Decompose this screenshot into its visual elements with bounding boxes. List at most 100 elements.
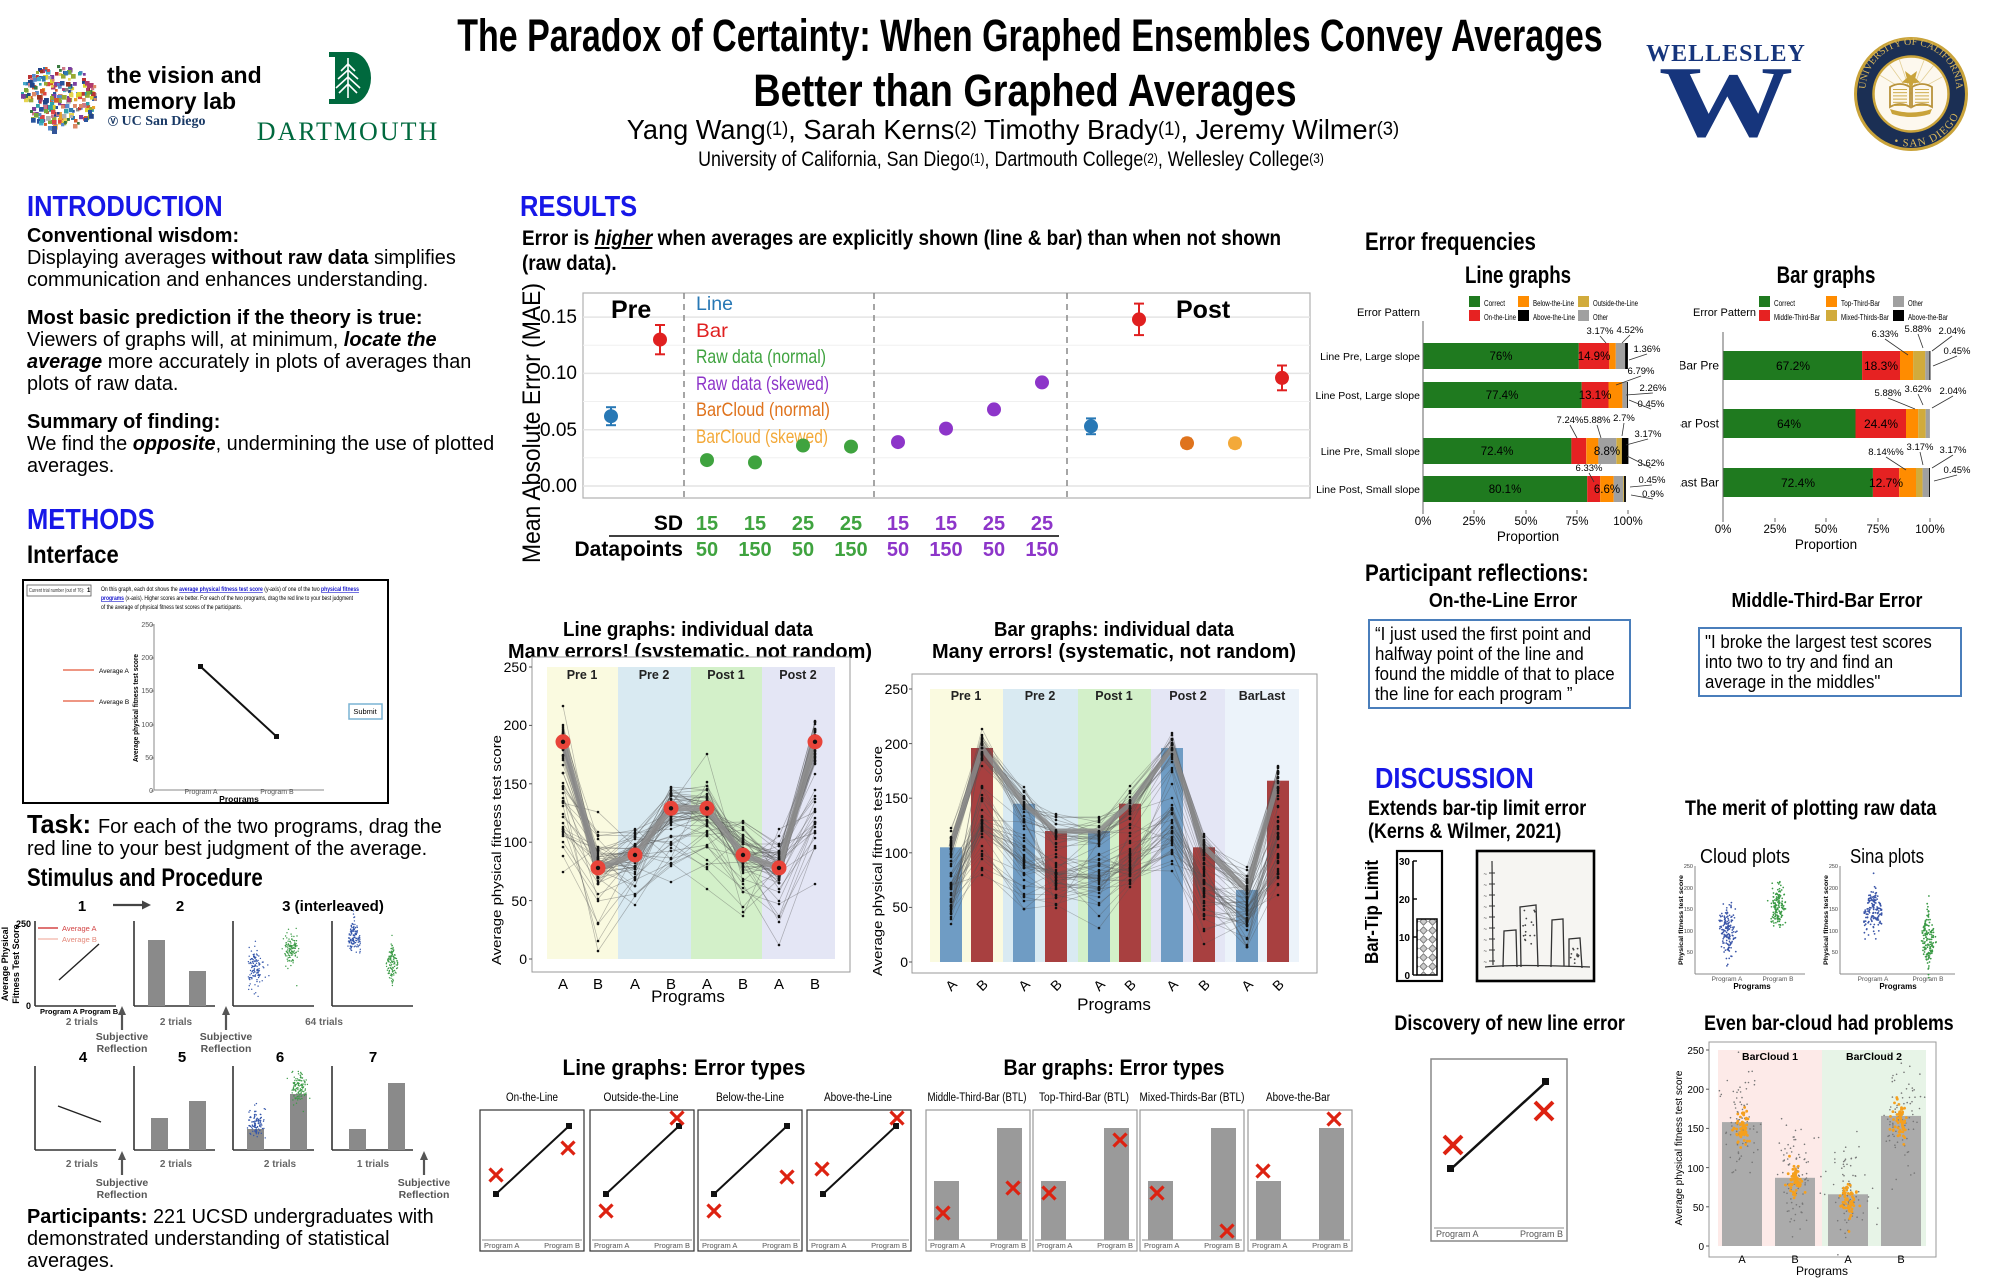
svg-text:2.04%: 2.04% (1939, 326, 1966, 337)
svg-text:B: B (1195, 976, 1213, 994)
svg-text:Programs: Programs (1733, 982, 1771, 991)
svg-text:~: ~ (1483, 872, 1487, 878)
svg-text:Average B: Average B (99, 699, 129, 706)
svg-text:Line Pre, Small slope: Line Pre, Small slope (1321, 446, 1420, 458)
svg-text:Subjective: Subjective (96, 1177, 149, 1189)
svg-text:Last Bar: Last Bar (1680, 476, 1719, 490)
svg-text:Subjective: Subjective (96, 1031, 149, 1043)
svg-text:100: 100 (504, 834, 528, 850)
svg-text:0: 0 (900, 954, 908, 970)
svg-text:Bar: Bar (696, 320, 729, 342)
svg-text:A: A (1844, 1254, 1852, 1266)
svg-text:On this graph, each dot shows: On this graph, each dot shows the averag… (101, 587, 360, 593)
svg-text:~: ~ (1483, 905, 1487, 911)
svg-text:of the average of physical fit: of the average of physical fitness test … (101, 605, 242, 611)
svg-text:Physical fitness test score: Physical fitness test score (1678, 875, 1685, 965)
svg-text:2.7%: 2.7% (1613, 413, 1635, 424)
svg-text:0.15: 0.15 (540, 307, 577, 328)
svg-text:Average physical fitness test: Average physical fitness test score (490, 735, 504, 965)
svg-text:50%: 50% (1514, 516, 1537, 528)
svg-text:12.7%: 12.7% (1869, 476, 1903, 490)
svg-text:5.88%: 5.88% (1875, 388, 1902, 399)
svg-text:Program B: Program B (1097, 1241, 1133, 1250)
svg-text:Top-Third-Bar: Top-Third-Bar (1841, 298, 1880, 308)
svg-text:Reflection: Reflection (399, 1189, 450, 1201)
svg-text:Programs: Programs (651, 987, 725, 1006)
svg-text:2 trials: 2 trials (160, 1017, 193, 1028)
svg-text:150: 150 (1829, 907, 1838, 913)
svg-text:Program B: Program B (1204, 1241, 1240, 1250)
svg-text:Many errors! (systematic, not: Many errors! (systematic, not random) (932, 640, 1296, 663)
svg-text:Error Pattern: Error Pattern (1693, 307, 1756, 319)
svg-text:0.45%: 0.45% (1639, 475, 1666, 486)
svg-text:On-the-Line: On-the-Line (506, 1092, 558, 1104)
svg-text:Program B: Program B (1912, 976, 1943, 983)
svg-text:25: 25 (792, 513, 814, 535)
svg-text:Line Post, Small slope: Line Post, Small slope (1316, 484, 1420, 496)
svg-text:8.8%: 8.8% (1594, 446, 1620, 458)
svg-text:Program A: Program A (930, 1241, 965, 1250)
svg-text:Post 2: Post 2 (779, 668, 817, 682)
svg-text:A: A (1738, 1254, 1746, 1266)
svg-text:Line graphs: Error types: Line graphs: Error types (563, 1055, 806, 1080)
svg-text:Average Physical: Average Physical (0, 927, 10, 1001)
svg-text:4: 4 (79, 1049, 88, 1066)
svg-text:Pre 2: Pre 2 (639, 668, 670, 682)
svg-text:Error Pattern: Error Pattern (1357, 307, 1420, 319)
svg-text:2.26%: 2.26% (1640, 383, 1667, 394)
svg-text:25%: 25% (1462, 516, 1485, 528)
svg-text:0.9%: 0.9% (1642, 489, 1664, 500)
svg-text:0: 0 (1698, 1242, 1704, 1253)
svg-text:1 trials: 1 trials (357, 1159, 390, 1170)
svg-text:3.62%: 3.62% (1905, 384, 1932, 395)
svg-text:150: 150 (1684, 907, 1693, 913)
svg-text:Programs: Programs (219, 794, 259, 804)
svg-text:Submit: Submit (353, 707, 377, 716)
svg-text:100: 100 (141, 722, 153, 729)
svg-text:0.00: 0.00 (540, 476, 577, 497)
svg-text:Program A: Program A (1252, 1241, 1287, 1250)
svg-text:B: B (738, 976, 748, 993)
svg-text:Post: Post (1176, 296, 1231, 324)
svg-text:A: A (1238, 976, 1256, 994)
svg-text:Program B: Program B (1312, 1241, 1348, 1250)
svg-text:Raw data (normal): Raw data (normal) (696, 346, 826, 368)
svg-text:77.4%: 77.4% (1486, 390, 1519, 402)
svg-text:Programs: Programs (1879, 982, 1917, 991)
svg-text:150: 150 (738, 539, 771, 561)
svg-text:50: 50 (1832, 950, 1838, 956)
svg-text:150: 150 (1025, 539, 1058, 561)
svg-text:15: 15 (887, 513, 909, 535)
svg-text:A: A (1015, 976, 1033, 994)
svg-text:72.4%: 72.4% (1481, 446, 1514, 458)
svg-text:Subjective: Subjective (200, 1031, 253, 1043)
svg-text:Bar Post: Bar Post (1680, 417, 1720, 431)
svg-text:A: A (1090, 976, 1108, 994)
svg-text:B: B (1897, 1254, 1904, 1266)
svg-text:Correct: Correct (1774, 298, 1795, 308)
svg-text:2 trials: 2 trials (264, 1159, 297, 1170)
svg-text:Program B: Program B (1520, 1229, 1563, 1239)
svg-text:Program A: Program A (594, 1241, 629, 1250)
svg-text:Program A: Program A (484, 1241, 519, 1250)
svg-text:Physical fitness test score: Physical fitness test score (1823, 875, 1830, 965)
svg-text:Bar graphs: Error types: Bar graphs: Error types (1004, 1055, 1225, 1080)
svg-text:Program A: Program A (184, 789, 217, 796)
svg-text:1: 1 (87, 588, 91, 594)
svg-text:75%: 75% (1565, 516, 1588, 528)
svg-text:Middle-Third-Bar (BTL): Middle-Third-Bar (BTL) (928, 1092, 1027, 1104)
svg-text:64 trials: 64 trials (305, 1017, 343, 1028)
svg-text:Average physical fitness test: Average physical fitness test score (1674, 1070, 1685, 1225)
svg-text:6.79%: 6.79% (1628, 366, 1655, 377)
svg-text:Reflection: Reflection (201, 1043, 252, 1055)
svg-text:A: A (774, 976, 784, 993)
svg-text:Average A: Average A (62, 924, 96, 933)
svg-text:Mixed-Thirds-Bar: Mixed-Thirds-Bar (1841, 312, 1889, 322)
svg-text:Bar Pre: Bar Pre (1680, 359, 1719, 373)
svg-text:Average physical fitness test: Average physical fitness test score (872, 746, 885, 976)
svg-text:72.4%: 72.4% (1781, 476, 1815, 490)
svg-text:Top-Third-Bar (BTL): Top-Third-Bar (BTL) (1039, 1092, 1129, 1104)
svg-text:~: ~ (1483, 883, 1487, 889)
svg-text:2 trials: 2 trials (160, 1159, 193, 1170)
svg-text:~: ~ (1483, 949, 1487, 955)
